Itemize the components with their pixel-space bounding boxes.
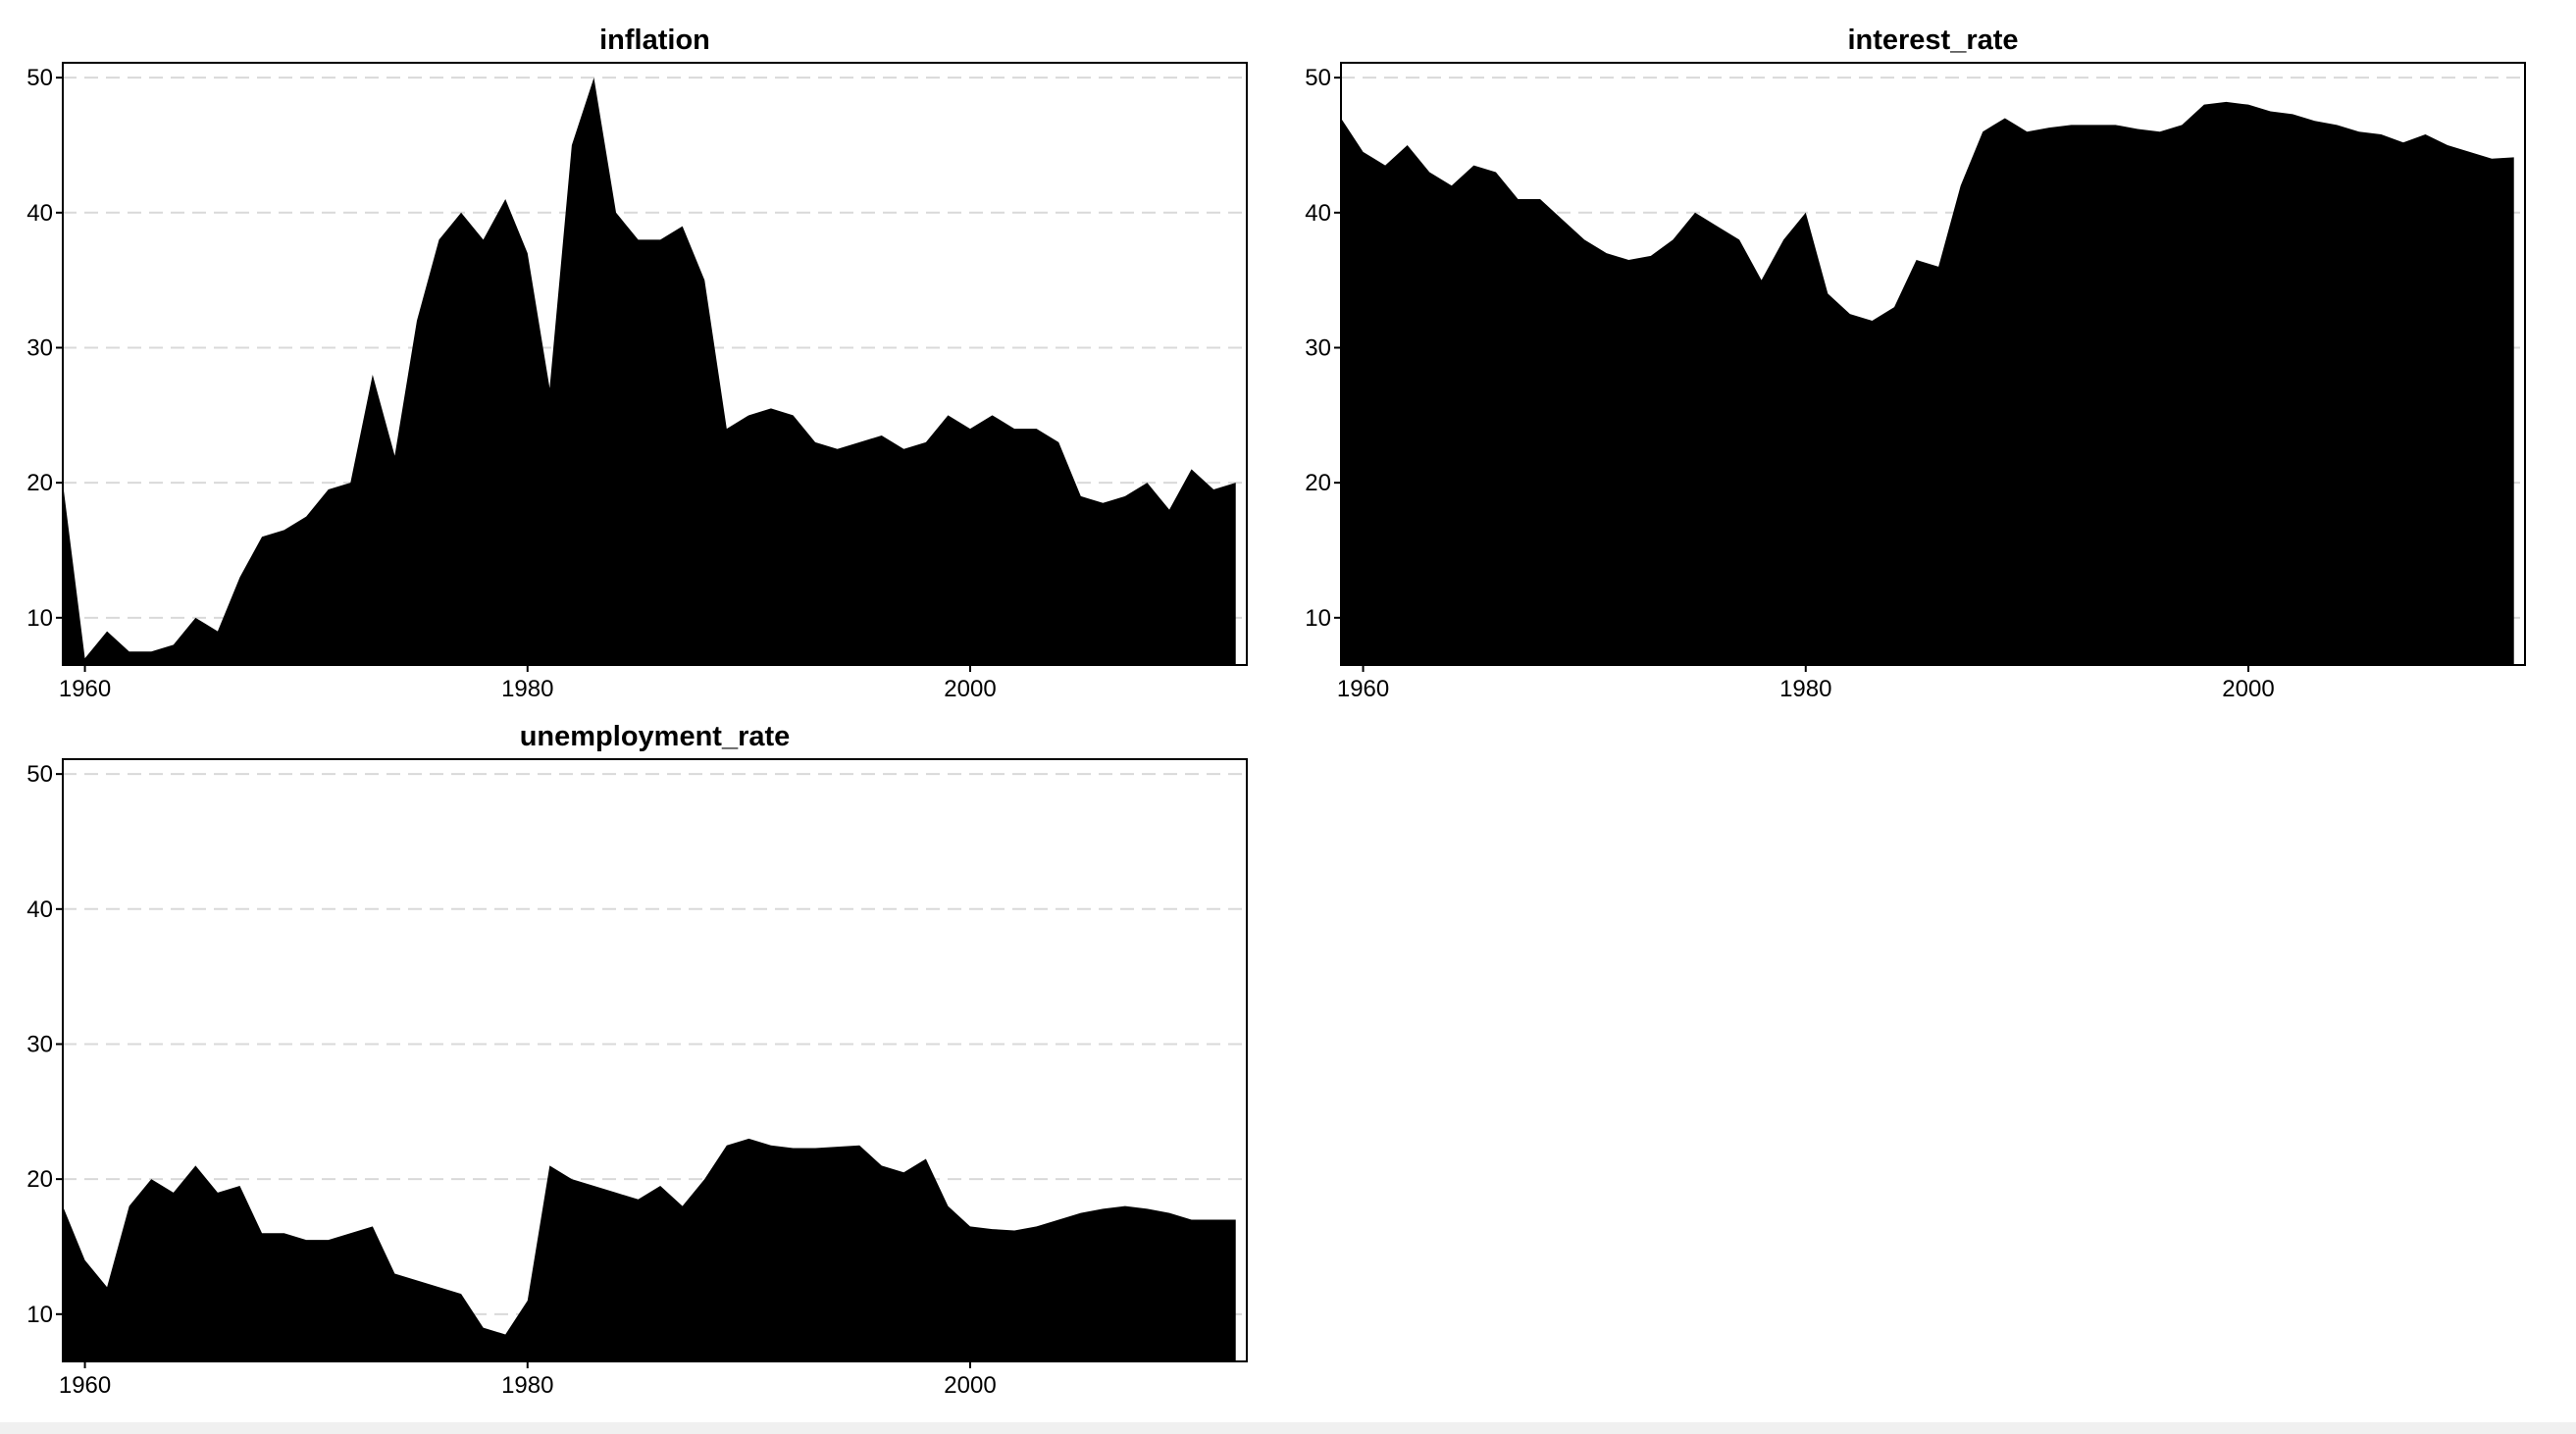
x-tick-label: 1960 [59,1372,111,1399]
x-tick-label: 2000 [944,1372,996,1399]
plot-frame [62,62,1248,666]
y-tick-label: 10 [1305,605,1331,632]
subplot-title: interest_rate [1847,25,2018,56]
y-tick-label: 20 [26,470,53,496]
area [63,1138,1236,1361]
x-tick-label: 1960 [1337,676,1389,702]
y-tick-label: 50 [26,761,53,788]
plot-frame [62,758,1248,1362]
y-tick-label: 30 [1305,334,1331,361]
y-tick-label: 30 [26,334,53,361]
y-tick-label: 40 [26,200,53,227]
x-tick-label: 1980 [501,1372,553,1399]
y-tick-label: 30 [26,1031,53,1057]
area [63,77,1236,666]
subplot-title: inflation [599,25,710,56]
x-tick-label: 2000 [944,676,996,702]
y-tick-label: 40 [26,896,53,923]
x-tick-label: 1980 [1779,676,1831,702]
x-tick-label: 1960 [59,676,111,702]
y-tick-label: 20 [26,1166,53,1193]
scrollbar-track [0,1422,2576,1434]
plot-frame [1340,62,2526,666]
subplot-title: unemployment_rate [520,721,791,752]
y-tick-label: 10 [26,605,53,632]
y-tick-label: 20 [1305,470,1331,496]
area [1341,101,2514,665]
y-tick-label: 40 [1305,200,1331,227]
y-tick-label: 10 [26,1302,53,1328]
y-tick-label: 50 [26,65,53,91]
x-tick-label: 1980 [501,676,553,702]
x-tick-label: 2000 [2222,676,2274,702]
y-tick-label: 50 [1305,65,1331,91]
